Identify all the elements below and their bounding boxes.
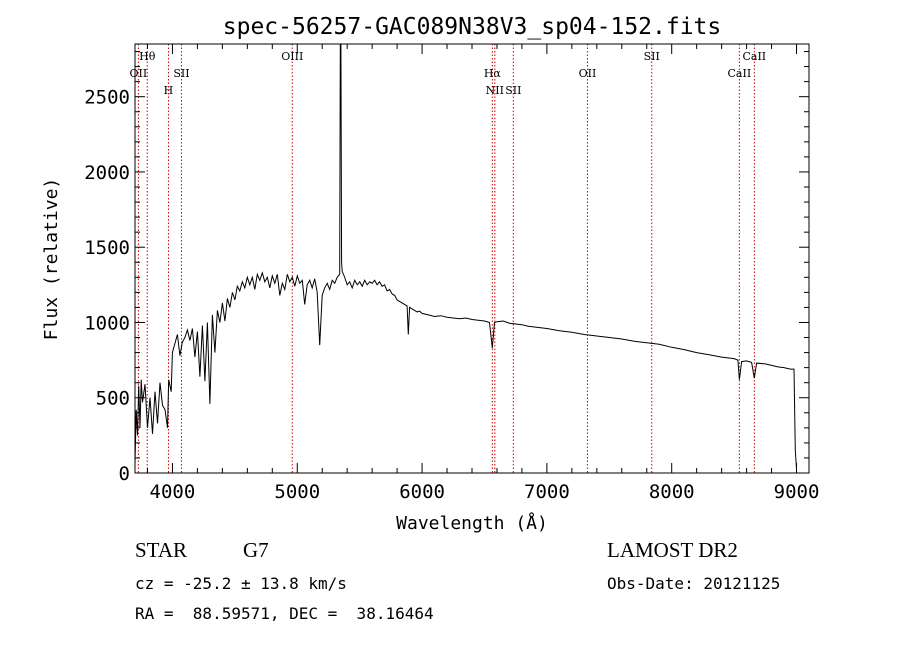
line-marker-label-0: Hθ	[139, 50, 156, 63]
line-marker-label-4: OIII	[281, 50, 303, 63]
x-tick-label-0: 4000	[150, 481, 196, 503]
plot-frame	[134, 43, 810, 474]
y-axis-label: Flux (relative)	[41, 178, 62, 341]
y-tick-label-3: 1500	[84, 237, 130, 259]
line-marker-label-7: SII	[505, 84, 521, 97]
line-marker-label-3: SII	[173, 67, 189, 80]
spectrum-line	[134, 43, 797, 469]
object-subclass: G7	[243, 538, 269, 562]
line-marker-label-5: Hα	[484, 67, 502, 80]
line-marker-label-9: SII	[644, 50, 660, 63]
y-tick-label-0: 0	[119, 463, 130, 485]
line-marker-label-10: CaII	[728, 67, 752, 80]
y-tick-label-1: 500	[96, 388, 130, 410]
redshift-line: cz = -25.2 ± 13.8 km/s	[135, 574, 347, 593]
y-axis-ticks: 0 500 1000 1500 2000 2500	[84, 51, 809, 485]
y-tick-label-4: 2000	[84, 162, 130, 184]
line-marker-label-11: CaII	[742, 50, 766, 63]
x-axis-label: Wavelength (Å)	[396, 512, 548, 534]
object-class: STAR	[135, 538, 187, 562]
x-axis-ticks: 4000 5000 6000 7000 8000 9000	[146, 44, 820, 503]
obs-date: Obs-Date: 20121125	[607, 574, 781, 593]
x-tick-label-4: 8000	[649, 481, 695, 503]
line-marker-label-6: NII	[486, 84, 504, 97]
x-tick-label-2: 6000	[399, 481, 445, 503]
y-tick-label-5: 2500	[84, 87, 130, 109]
x-tick-label-1: 5000	[274, 481, 320, 503]
line-marker-label-1: OII	[130, 67, 148, 80]
x-tick-label-5: 9000	[774, 481, 820, 503]
y-tick-label-2: 1000	[84, 312, 130, 334]
x-tick-label-3: 7000	[524, 481, 570, 503]
line-marker-label-8: OII	[579, 67, 597, 80]
line-marker-label-2: H	[164, 84, 174, 97]
chart-title: spec-56257-GAC089N38V3_sp04-152.fits	[223, 14, 722, 40]
survey-label: LAMOST DR2	[607, 538, 738, 562]
line-markers	[137, 44, 755, 473]
coordinates: RA = 88.59571, DEC = 38.16464	[135, 604, 434, 623]
